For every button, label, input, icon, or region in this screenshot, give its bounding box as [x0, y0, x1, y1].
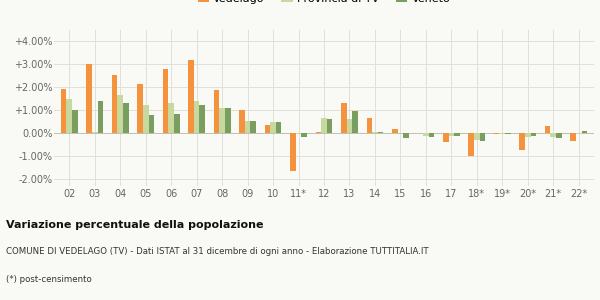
Bar	[143, 105, 149, 133]
Bar	[530, 133, 536, 136]
Bar	[378, 132, 383, 133]
Bar	[250, 121, 256, 133]
Text: COMUNE DI VEDELAGO (TV) - Dati ISTAT al 31 dicembre di ogni anno - Elaborazione : COMUNE DI VEDELAGO (TV) - Dati ISTAT al …	[6, 248, 428, 256]
Bar	[479, 133, 485, 141]
Bar	[67, 99, 72, 133]
Bar	[550, 133, 556, 137]
Bar	[499, 133, 505, 134]
Bar	[347, 119, 352, 133]
Bar	[581, 131, 587, 133]
Bar	[61, 88, 67, 133]
Bar	[321, 118, 327, 133]
Text: Variazione percentuale della popolazione: Variazione percentuale della popolazione	[6, 220, 263, 230]
Bar	[290, 133, 296, 171]
Bar	[367, 118, 372, 133]
Bar	[301, 133, 307, 137]
Bar	[341, 103, 347, 133]
Bar	[174, 114, 179, 133]
Bar	[403, 133, 409, 138]
Bar	[137, 84, 143, 133]
Bar	[245, 121, 250, 133]
Bar	[327, 119, 332, 133]
Bar	[123, 103, 128, 133]
Bar	[225, 108, 230, 133]
Bar	[169, 103, 174, 133]
Bar	[423, 133, 428, 136]
Bar	[443, 133, 449, 142]
Bar	[372, 132, 378, 133]
Bar	[316, 132, 321, 133]
Bar	[428, 133, 434, 137]
Bar	[469, 133, 474, 156]
Bar	[163, 69, 169, 133]
Bar	[520, 133, 525, 150]
Bar	[72, 110, 77, 133]
Text: (*) post-censimento: (*) post-censimento	[6, 274, 92, 284]
Bar	[112, 75, 118, 133]
Bar	[525, 133, 530, 137]
Bar	[576, 133, 581, 134]
Bar	[194, 101, 199, 133]
Legend: Vedelago, Provincia di TV, Veneto: Vedelago, Provincia di TV, Veneto	[193, 0, 455, 8]
Bar	[474, 133, 479, 140]
Bar	[296, 133, 301, 134]
Bar	[265, 125, 270, 133]
Bar	[545, 126, 550, 133]
Bar	[270, 122, 276, 133]
Bar	[556, 133, 562, 138]
Bar	[214, 90, 220, 133]
Bar	[449, 133, 454, 136]
Bar	[494, 133, 499, 134]
Bar	[505, 133, 511, 134]
Bar	[276, 122, 281, 133]
Bar	[199, 105, 205, 133]
Bar	[92, 132, 98, 133]
Bar	[118, 95, 123, 133]
Bar	[188, 60, 194, 133]
Bar	[392, 129, 398, 133]
Bar	[352, 111, 358, 133]
Bar	[149, 115, 154, 133]
Bar	[239, 110, 245, 133]
Bar	[220, 108, 225, 133]
Bar	[454, 133, 460, 136]
Bar	[86, 64, 92, 133]
Bar	[571, 133, 576, 141]
Bar	[98, 101, 103, 133]
